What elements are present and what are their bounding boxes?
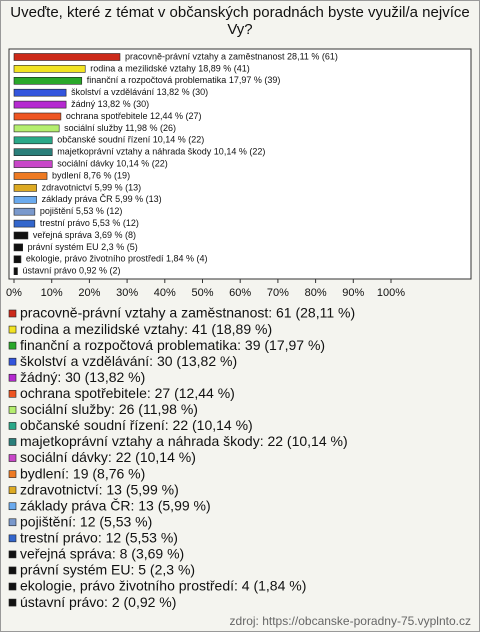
bar-label: ochrana spotřebitele 12,44 % (27) xyxy=(66,111,202,121)
x-tick-label: 10% xyxy=(41,287,63,299)
legend-label: sociální dávky: 22 (10,14 %) xyxy=(20,449,196,465)
legend-label: základy práva ČR: 13 (5,99 %) xyxy=(20,497,211,513)
bar-label: pojištění 5,53 % (12) xyxy=(40,206,123,216)
legend-label: trestní právo: 12 (5,53 %) xyxy=(20,530,178,546)
legend-label: finanční a rozpočtová problematika: 39 (… xyxy=(20,337,325,353)
bar-label: žádný 13,82 % (30) xyxy=(71,99,149,109)
legend-label: majetkoprávní vztahy a náhrada škody: 22… xyxy=(20,433,348,449)
legend-label: žádný: 30 (13,82 %) xyxy=(20,369,145,385)
bar xyxy=(13,255,22,264)
legend-swatch xyxy=(8,566,17,575)
bar xyxy=(13,124,60,133)
x-tick-label: 90% xyxy=(342,287,364,299)
legend-swatch xyxy=(8,454,17,462)
legend-label: sociální služby: 26 (11,98 %) xyxy=(20,401,198,417)
source: zdroj: https://obcanske-poradny-75.vypln… xyxy=(230,614,471,628)
bar xyxy=(13,88,67,97)
bar xyxy=(13,160,53,168)
bar-label: finanční a rozpočtová problematika 17,97… xyxy=(87,75,281,85)
bar-label: právní systém EU 2,3 % (5) xyxy=(28,242,138,252)
legend-label: ochrana spotřebitele: 27 (12,44 %) xyxy=(20,385,235,401)
bar-label: školství a vzdělávání 13,82 % (30) xyxy=(71,87,208,97)
x-tick-label: 40% xyxy=(154,287,176,299)
bar-label: veřejná správa 3,69 % (8) xyxy=(33,230,136,240)
x-tick-label: 60% xyxy=(229,287,251,299)
x-tick-label: 100% xyxy=(377,287,405,299)
bar xyxy=(13,207,36,216)
bar xyxy=(13,77,83,85)
x-tick-label: 50% xyxy=(191,287,213,299)
x-tick-label: 0% xyxy=(6,287,22,299)
x-tick-label: 70% xyxy=(267,287,289,299)
legend-swatch xyxy=(8,341,17,350)
x-tick-label: 80% xyxy=(305,287,327,299)
bar xyxy=(13,219,36,228)
bar xyxy=(13,243,23,252)
bar-label: bydlení 8,76 % (19) xyxy=(52,170,130,180)
plot-area xyxy=(8,48,472,280)
legend-label: bydlení: 19 (8,76 %) xyxy=(20,465,145,481)
bar-label: ekologie, právo životního prostředí 1,84… xyxy=(26,254,208,264)
bar xyxy=(13,148,53,156)
bar xyxy=(13,65,86,73)
legend-label: pracovně-právní vztahy a zaměstnanost: 6… xyxy=(20,305,355,321)
legend-swatch xyxy=(8,470,17,478)
legend-swatch xyxy=(8,534,17,543)
bar xyxy=(13,100,67,109)
legend-label: právní systém EU: 5 (2,3 %) xyxy=(20,562,195,578)
legend-swatch xyxy=(8,325,17,334)
legend-label: veřejná správa: 8 (3,69 %) xyxy=(20,546,184,562)
legend-swatch xyxy=(8,389,17,398)
legend-label: ústavní právo: 2 (0,92 %) xyxy=(20,594,176,610)
legend-swatch xyxy=(8,550,17,559)
bar xyxy=(13,196,37,204)
legend-swatch xyxy=(8,502,17,511)
legend-swatch xyxy=(8,486,17,494)
chart-title: Uveďte, které z témat v občanských porad… xyxy=(10,4,470,38)
bar-label: sociální služby 11,98 % (26) xyxy=(64,123,176,133)
legend-swatch xyxy=(8,309,17,318)
bar-label: majetkoprávní vztahy a náhrada škody 10,… xyxy=(57,147,265,157)
x-tick-label: 20% xyxy=(78,287,100,299)
bar xyxy=(13,112,62,121)
bar-label: základy práva ČR 5,99 % (13) xyxy=(42,194,162,204)
legend-swatch xyxy=(8,438,17,446)
legend-swatch xyxy=(8,518,17,527)
x-tick-label: 30% xyxy=(116,287,138,299)
bar-label: rodina a mezilidské vztahy 18,89 % (41) xyxy=(90,63,250,73)
legend-swatch xyxy=(8,422,17,430)
legend-swatch xyxy=(8,357,17,366)
bar-label: sociální dávky 10,14 % (22) xyxy=(57,158,168,168)
bar xyxy=(13,53,121,61)
bar xyxy=(13,136,53,145)
legend-label: zdravotnictví: 13 (5,99 %) xyxy=(20,481,179,497)
legend-label: rodina a mezilidské vztahy: 41 (18,89 %) xyxy=(20,321,272,337)
bar-label: ústavní právo 0,92 % (2) xyxy=(22,266,120,276)
legend-swatch xyxy=(8,406,17,414)
legend-label: školství a vzdělávání: 30 (13,82 %) xyxy=(20,353,237,369)
bar xyxy=(13,267,18,276)
bar-label: trestní právo 5,53 % (12) xyxy=(40,218,139,228)
legend-label: pojištění: 12 (5,53 %) xyxy=(20,513,152,529)
bar xyxy=(13,184,37,192)
legend-swatch xyxy=(8,373,17,382)
legend-swatch xyxy=(8,582,17,591)
bar xyxy=(13,172,48,180)
bar-label: občanské soudní řízení 10,14 % (22) xyxy=(57,135,204,145)
legend-label: občanské soudní řízení: 22 (10,14 %) xyxy=(20,417,253,433)
legend-swatch xyxy=(8,598,17,607)
bar-label: pracovně-právní vztahy a zaměstnanost 28… xyxy=(125,51,338,61)
bar-label: zdravotnictví 5,99 % (13) xyxy=(42,182,142,192)
bar xyxy=(13,231,29,240)
legend-label: ekologie, právo životního prostředí: 4 (… xyxy=(20,578,306,594)
